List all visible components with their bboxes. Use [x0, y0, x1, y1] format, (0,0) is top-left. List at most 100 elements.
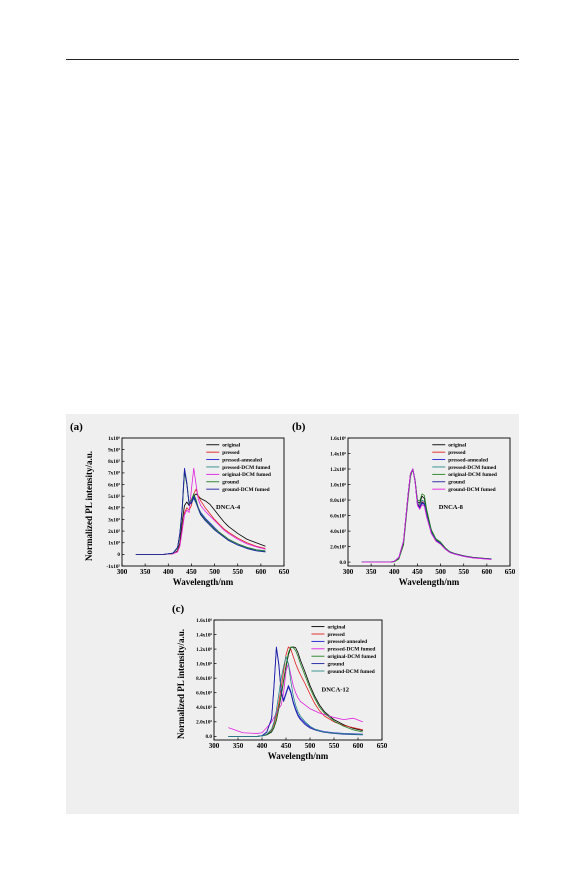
y-axis-title-a: Normalized PL intensity/a.u.: [84, 451, 94, 561]
y-tick-label-b: 1.0x10⁶: [330, 482, 346, 488]
x-tick-label-a: 350: [140, 568, 151, 576]
legend-label-c: ground-DCM fumed: [327, 669, 374, 675]
y-tick-label-b: 1.2x10⁶: [330, 467, 346, 473]
y-tick-label-c: 1.0x10⁶: [196, 661, 212, 667]
series-line-c-pressed-dcm-fumed: [228, 663, 363, 734]
y-tick-label-a: 1x10⁶: [108, 436, 120, 442]
y-tick-label-b: 0.0: [340, 560, 347, 566]
series-line-a-original: [135, 493, 266, 555]
legend-label-b: pressed-DCM fumed: [448, 465, 496, 471]
series-line-c-original-dcm-fumed: [228, 646, 363, 737]
y-tick-label-a: 5x10⁵: [108, 494, 120, 500]
y-tick-label-a: 9x10⁵: [108, 447, 120, 453]
series-line-a-pressed: [135, 488, 266, 555]
y-axis-title-c: Normalized PL intensity/a.u.: [176, 629, 186, 739]
y-tick-label-a: 3x10⁵: [108, 517, 120, 523]
legend-label-c: original: [327, 624, 345, 630]
y-tick-label-b: 6.0x10⁵: [330, 513, 346, 519]
x-axis-title-a: Wavelength/nm: [173, 577, 234, 587]
y-tick-label-c: 8.0x10⁵: [196, 676, 212, 682]
x-tick-label-b: 550: [458, 568, 469, 576]
plot-frame-c: [213, 619, 383, 741]
x-tick-label-c: 550: [329, 742, 340, 750]
plot-frame-b: [347, 437, 511, 567]
legend-label-c: pressed-DCM fumed: [327, 647, 375, 653]
legend-label-b: ground-DCM fumed: [448, 487, 495, 493]
series-group-b: [361, 468, 492, 563]
panel-label-a: (a): [70, 421, 83, 433]
series-group-a: [135, 467, 266, 555]
y-tick-label-a: -1x10⁵: [106, 564, 120, 570]
x-tick-label-a: 650: [279, 568, 290, 576]
legend-label-b: pressed-annealed: [448, 457, 488, 463]
y-tick-label-c: 4.0x10⁵: [196, 705, 212, 711]
y-tick-label-b: 8.0x10⁵: [330, 498, 346, 504]
y-tick-label-b: 4.0x10⁵: [330, 529, 346, 535]
x-tick-label-b: 350: [366, 568, 377, 576]
legend-label-b: ground: [448, 480, 465, 486]
y-tick-label-a: 7x10⁵: [108, 471, 120, 477]
panel-label-c: (c): [172, 603, 185, 615]
y-tick-label-c: 0.0: [206, 734, 213, 740]
x-axis-title-b: Wavelength/nm: [399, 577, 460, 587]
legend-label-b: pressed: [448, 450, 465, 456]
legend-label-a: ground-DCM fumed: [222, 487, 269, 493]
plot-frame-a: [121, 437, 285, 567]
figure-background: [66, 414, 519, 814]
legend-label-c: ground: [327, 661, 344, 667]
series-group-c: [228, 646, 363, 737]
x-axis-title-c: Wavelength/nm: [268, 751, 329, 761]
x-tick-label-b: 600: [482, 568, 493, 576]
legend-label-a: pressed: [222, 450, 239, 456]
x-tick-label-a: 600: [256, 568, 267, 576]
x-tick-label-a: 450: [186, 568, 197, 576]
x-tick-label-a: 550: [232, 568, 243, 576]
legend-label-a: pressed-annealed: [222, 457, 262, 463]
x-tick-label-c: 600: [353, 742, 364, 750]
y-tick-label-c: 1.2x10⁶: [196, 647, 212, 653]
page-top-rule: [66, 59, 519, 60]
x-tick-label-b: 300: [343, 568, 354, 576]
y-tick-label-a: 4x10⁵: [108, 506, 120, 512]
sample-annotation-b: DNCA-8: [439, 504, 464, 511]
x-tick-label-c: 400: [257, 742, 268, 750]
y-tick-label-a: 6x10⁵: [108, 482, 120, 488]
x-tick-label-c: 450: [281, 742, 292, 750]
y-tick-label-a: 2x10⁵: [108, 529, 120, 535]
y-tick-label-a: 0: [117, 552, 120, 558]
legend-label-a: original-DCM fumed: [222, 472, 271, 478]
series-line-b-ground-dcm-fumed: [361, 468, 492, 563]
legend-label-b: original: [448, 443, 466, 449]
x-tick-label-a: 300: [117, 568, 128, 576]
y-tick-label-c: 1.6x10⁶: [196, 618, 212, 624]
legend-label-a: ground: [222, 480, 239, 486]
legend-label-c: original-DCM fumed: [327, 654, 376, 660]
y-tick-label-c: 6.0x10⁵: [196, 691, 212, 697]
chart-panel-c: (c) 300 350 400 450 500 550 600 650 0.0 2.0x10⁵ 4.0…: [172, 603, 388, 761]
series-line-c-ground-dcm-fumed: [228, 655, 363, 737]
y-tick-label-c: 2.0x10⁵: [196, 720, 212, 726]
legend-label-a: pressed-DCM fumed: [222, 465, 270, 471]
series-line-a-ground-dcm-fumed: [135, 469, 266, 555]
chart-panel-b: (b) 300 350 400 450 500 550 600 650 0.0 2.0x10⁵ 4.0…: [292, 421, 516, 587]
legend-label-c: pressed-annealed: [327, 639, 367, 645]
legend-label-a: original: [222, 443, 240, 449]
legend-label-b: original-DCM fumed: [448, 472, 497, 478]
x-tick-label-c: 650: [377, 742, 388, 750]
x-tick-label-c: 350: [233, 742, 244, 750]
y-tick-label-c: 1.4x10⁶: [196, 632, 212, 638]
y-tick-label-b: 2.0x10⁵: [330, 544, 346, 550]
series-line-a-original-dcm-fumed: [135, 467, 266, 555]
x-tick-label-c: 500: [305, 742, 316, 750]
x-tick-label-a: 400: [163, 568, 174, 576]
x-tick-label-b: 450: [412, 568, 423, 576]
y-tick-label-a: 8x10⁵: [108, 459, 120, 465]
x-tick-label-b: 400: [389, 568, 400, 576]
legend-label-c: pressed: [327, 632, 344, 638]
panel-label-b: (b): [292, 421, 306, 433]
sample-annotation-c: DNCA-12: [322, 687, 349, 694]
x-tick-label-a: 500: [209, 568, 220, 576]
x-tick-label-c: 300: [209, 742, 220, 750]
y-tick-label-a: 1x10⁵: [108, 541, 120, 547]
series-line-a-pressed-annealed: [135, 467, 266, 555]
